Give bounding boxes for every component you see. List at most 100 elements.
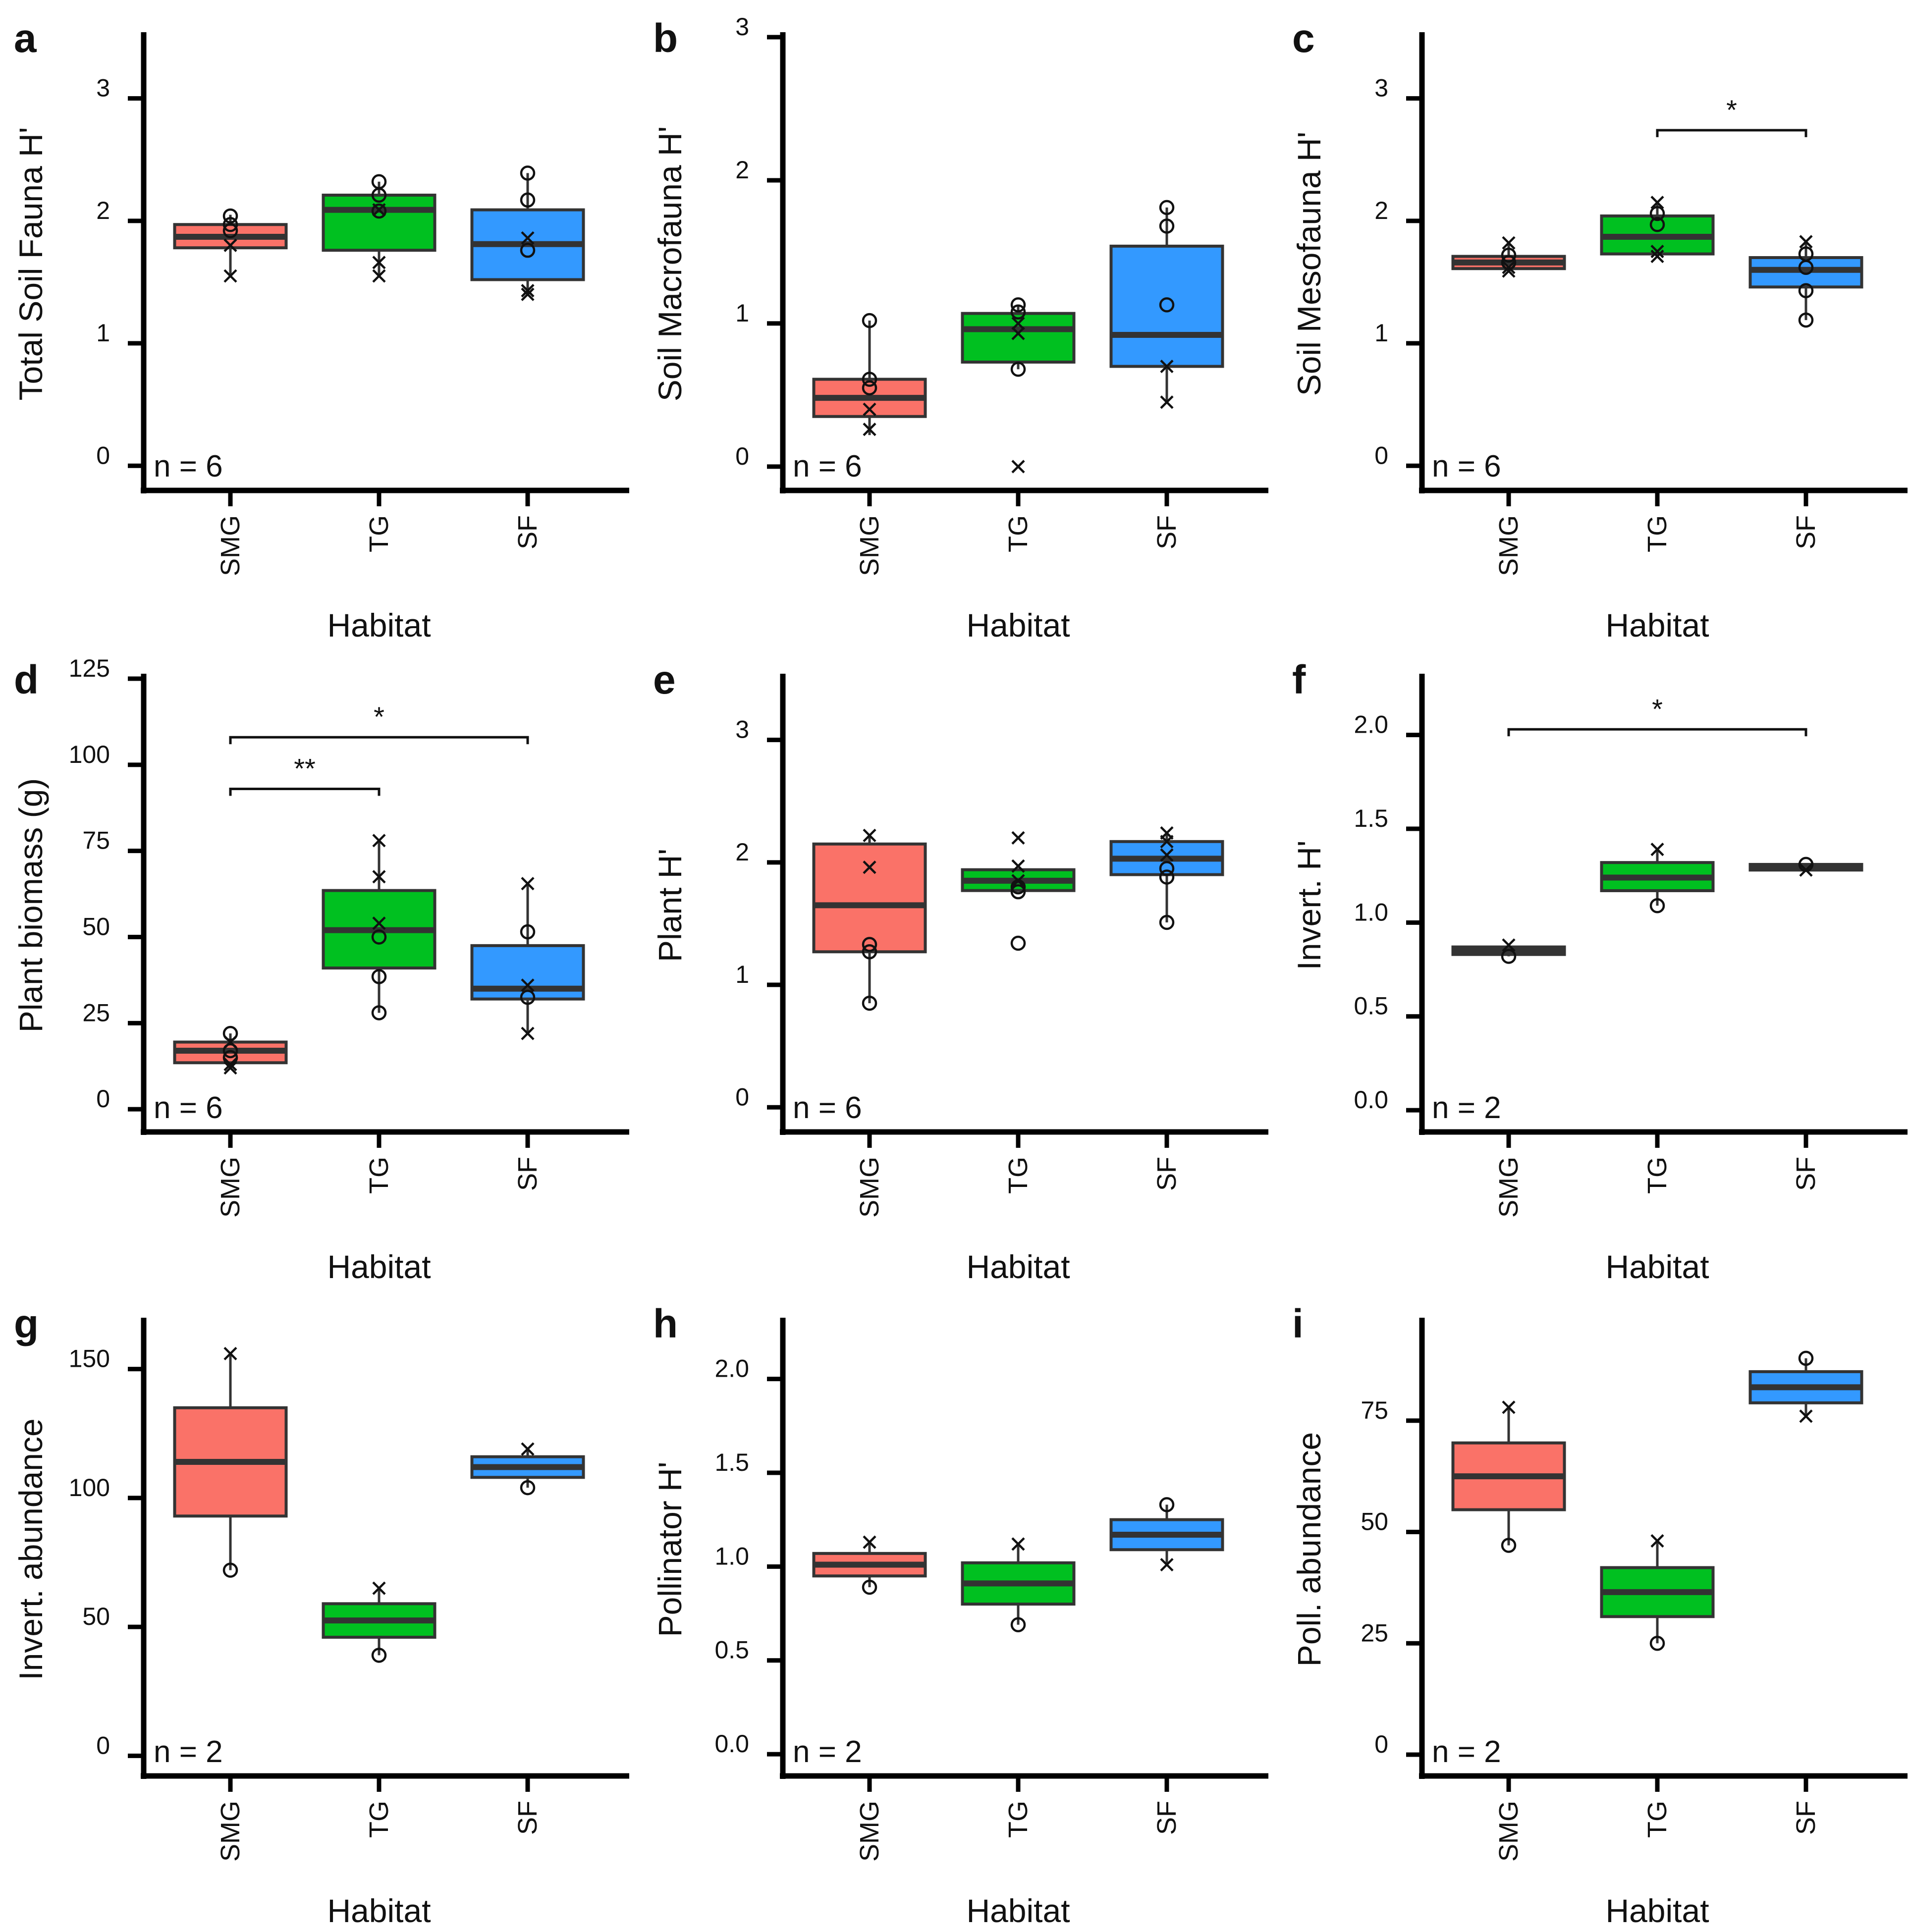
y-axis-label: Invert. abundance xyxy=(12,1418,49,1680)
x-tick-label-smg: SMG xyxy=(1494,1801,1524,1862)
data-point-circle xyxy=(1798,260,1814,275)
y-tick-label: 150 xyxy=(69,1345,110,1373)
sample-size-label: n = 6 xyxy=(154,449,223,483)
box-sf xyxy=(1109,1504,1224,1565)
data-point-cross xyxy=(1160,835,1174,849)
significance-label: * xyxy=(374,701,384,732)
data-point-cross xyxy=(1650,245,1664,259)
data-point-circle xyxy=(1159,914,1175,930)
data-point-cross xyxy=(372,1581,386,1595)
data-point-cross xyxy=(1502,264,1516,278)
data-point-cross xyxy=(863,1535,876,1549)
data-point-circle xyxy=(862,937,877,952)
box-tg xyxy=(322,1588,437,1656)
x-tick-label-smg: SMG xyxy=(855,515,884,576)
x-axis-label: Habitat xyxy=(327,1892,431,1929)
panel-letter: c xyxy=(1292,16,1315,61)
data-point-circle xyxy=(862,995,877,1011)
x-tick-label-sf: SF xyxy=(1791,515,1821,549)
x-tick-label-smg: SMG xyxy=(1494,515,1524,576)
panel-h: h Pollinator H' 0.0 0.5 1.0 1.5 2.0 SMG TG SF Habi… xyxy=(652,1301,1268,1929)
box-tg xyxy=(1600,849,1715,906)
y-tick-label: 25 xyxy=(1361,1619,1388,1647)
y-tick-label: 50 xyxy=(82,1603,110,1630)
y-tick-label: 2 xyxy=(96,197,110,224)
panel-letter: b xyxy=(653,16,678,61)
significance-bracket: ** xyxy=(229,753,381,796)
data-point-cross xyxy=(863,828,876,843)
box-smg xyxy=(173,1353,288,1570)
panel-d: d Plant biomass (g) 0 25 50 75 100 125 SMG TG SF Ha… xyxy=(12,654,629,1285)
y-tick-label: 1.5 xyxy=(714,1449,749,1476)
y-axis-label: Total Soil Fauna H' xyxy=(12,127,49,401)
data-point-circle xyxy=(1798,283,1814,298)
data-point-circle xyxy=(371,203,387,219)
x-axis-label: Habitat xyxy=(966,1892,1070,1929)
data-point-cross xyxy=(1502,1400,1516,1414)
panel-letter: d xyxy=(14,657,39,702)
box-sf xyxy=(470,883,585,1034)
x-tick-label-tg: TG xyxy=(364,1157,394,1194)
data-point-circle xyxy=(1010,1617,1026,1632)
sample-size-label: n = 2 xyxy=(1432,1735,1501,1769)
data-point-cross xyxy=(521,284,535,298)
data-point-cross xyxy=(863,423,876,436)
data-point-cross xyxy=(372,256,386,269)
data-point-circle xyxy=(222,208,238,224)
x-tick-label-smg: SMG xyxy=(1494,1157,1524,1218)
data-point-circle xyxy=(1010,879,1026,895)
x-tick-label-tg: TG xyxy=(1003,515,1033,552)
data-point-circle xyxy=(371,187,387,203)
box-tg xyxy=(1600,202,1715,257)
y-tick-label: 0.5 xyxy=(714,1636,749,1664)
data-point-circle xyxy=(222,1562,238,1578)
y-axis-label: Plant H' xyxy=(652,849,688,962)
data-point-circle xyxy=(371,1648,387,1663)
y-tick-label: 0.0 xyxy=(1354,1086,1388,1114)
data-point-cross xyxy=(1799,1409,1813,1423)
data-point-circle xyxy=(222,217,238,232)
data-point-circle xyxy=(520,1480,536,1496)
data-point-cross xyxy=(1160,1557,1174,1572)
panel-letter: a xyxy=(14,16,37,61)
y-axis-label: Pollinator H' xyxy=(652,1462,688,1637)
x-tick-label-sf: SF xyxy=(1791,1157,1821,1191)
y-tick-label: 1 xyxy=(735,961,749,988)
significance-bracket: * xyxy=(229,701,529,745)
x-axis-label: Habitat xyxy=(1605,607,1709,644)
data-point-circle xyxy=(862,944,877,960)
data-point-circle xyxy=(1649,1636,1665,1651)
data-point-circle xyxy=(862,380,877,396)
box-iqr xyxy=(1109,244,1224,368)
data-point-cross xyxy=(223,1058,237,1072)
box-sf xyxy=(1748,1358,1863,1416)
sample-size-label: n = 6 xyxy=(793,449,862,483)
data-point-circle xyxy=(862,1579,877,1595)
data-point-cross xyxy=(372,269,386,283)
data-point-circle xyxy=(222,223,238,238)
y-tick-label: 100 xyxy=(69,1474,110,1502)
data-point-cross xyxy=(1650,1534,1664,1548)
x-tick-label-smg: SMG xyxy=(855,1801,884,1862)
data-point-cross xyxy=(1011,460,1025,474)
data-point-circle xyxy=(1010,304,1026,320)
panel-letter: f xyxy=(1292,657,1306,702)
y-tick-label: 0.0 xyxy=(714,1730,749,1758)
data-point-circle xyxy=(520,192,536,208)
x-axis-label: Habitat xyxy=(966,1248,1070,1285)
panel-e: e Plant H' 0 1 2 3 SMG TG SF Habitat n = 6 xyxy=(652,657,1268,1285)
data-point-circle xyxy=(1798,312,1814,328)
x-tick-label-smg: SMG xyxy=(216,1801,245,1862)
y-tick-label: 100 xyxy=(69,741,110,768)
significance-bracket: * xyxy=(1656,94,1807,137)
y-tick-label: 1.0 xyxy=(714,1542,749,1570)
x-tick-label-sf: SF xyxy=(1152,1801,1182,1835)
data-point-cross xyxy=(1011,1537,1025,1551)
data-point-circle xyxy=(520,989,536,1005)
data-point-circle xyxy=(1010,935,1026,951)
data-point-circle xyxy=(1010,297,1026,313)
x-tick-label-tg: TG xyxy=(1642,1157,1672,1194)
data-point-circle xyxy=(371,969,387,984)
box-tg xyxy=(1600,1541,1715,1644)
box-sf xyxy=(1109,207,1224,402)
